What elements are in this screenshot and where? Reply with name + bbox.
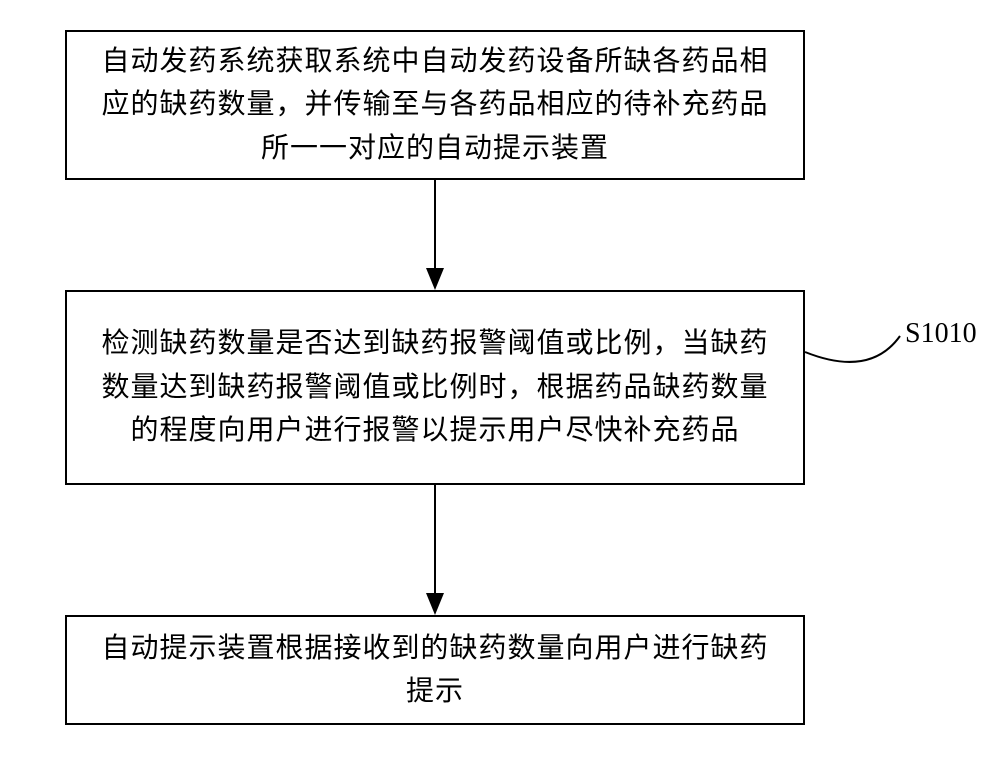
flowchart-canvas: 自动发药系统获取系统中自动发药设备所缺各药品相应的缺药数量，并传输至与各药品相应… <box>0 0 1000 778</box>
side-label-s1010: S1010 <box>905 318 977 350</box>
side-label-connector <box>0 0 1000 778</box>
